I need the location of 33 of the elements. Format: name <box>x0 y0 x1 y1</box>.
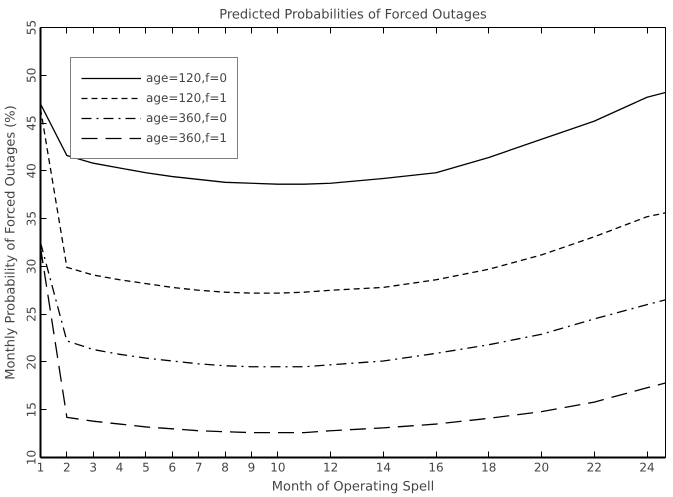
x-tick-label: 14 <box>376 460 391 474</box>
x-tick-label: 20 <box>534 460 550 474</box>
y-tick-label: 45 <box>24 115 38 131</box>
x-tick-label: 9 <box>248 460 256 474</box>
x-tick-label: 24 <box>639 460 655 474</box>
x-tick-label: 6 <box>168 460 176 474</box>
x-tick-label: 18 <box>481 460 496 474</box>
legend-label: age=360,f=0 <box>146 111 228 125</box>
legend-label: age=120,f=1 <box>146 91 228 105</box>
x-tick-label: 4 <box>116 460 124 474</box>
x-tick-label: 1 <box>36 460 44 474</box>
y-tick-label: 25 <box>24 306 38 322</box>
x-tick-label: 16 <box>428 460 444 474</box>
x-tick-label: 8 <box>221 460 229 474</box>
x-tick-label: 3 <box>89 460 98 474</box>
y-tick-label: 55 <box>24 20 38 36</box>
x-tick-label: 7 <box>194 460 203 474</box>
x-tick-label: 2 <box>63 460 71 474</box>
x-tick-label: 10 <box>270 460 286 474</box>
x-tick-label: 12 <box>322 460 338 474</box>
legend-label: age=120,f=0 <box>146 71 228 85</box>
x-axis-title: Month of Operating Spell <box>272 480 434 494</box>
x-tick-label: 22 <box>586 460 602 474</box>
y-tick-label: 20 <box>24 354 38 370</box>
y-tick-label: 50 <box>24 68 38 83</box>
y-tick-label: 30 <box>24 258 38 274</box>
legend-label: age=360,f=1 <box>146 131 228 145</box>
y-tick-label: 40 <box>24 163 38 178</box>
y-tick-label: 35 <box>24 210 38 226</box>
chart-title: Predicted Probabilities of Forced Outages <box>219 8 487 22</box>
x-tick-label: 5 <box>142 460 150 474</box>
y-tick-label: 15 <box>24 402 38 418</box>
y-axis-title: Monthly Probability of Forced Outages (%) <box>4 105 18 380</box>
